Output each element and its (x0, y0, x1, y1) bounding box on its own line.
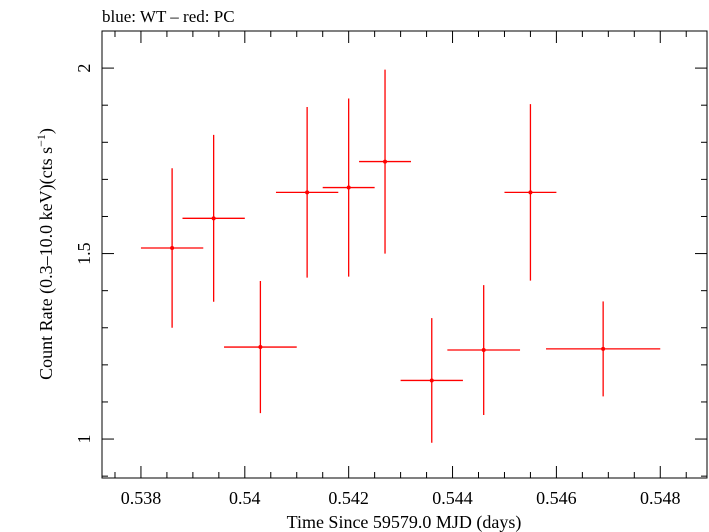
y-axis-label: Count Rate (0.3–10.0 keV)(cts s−1) (34, 128, 57, 380)
data-point (504, 104, 557, 281)
y-tick-label: 1 (74, 435, 94, 444)
data-marker (211, 216, 216, 221)
data-marker (429, 378, 434, 383)
chart-title: blue: WT – red: PC (102, 7, 235, 26)
data-point (224, 281, 297, 414)
data-marker (258, 345, 263, 350)
x-tick-label: 0.544 (432, 488, 473, 508)
data-marker (481, 348, 486, 353)
data-marker (528, 190, 533, 195)
x-tick-label: 0.548 (640, 488, 681, 508)
x-tick-label: 0.546 (536, 488, 577, 508)
series-layer (140, 69, 661, 443)
data-marker (601, 346, 606, 351)
data-point (322, 98, 375, 277)
x-tick-label: 0.54 (229, 488, 261, 508)
y-tick-label: 1.5 (74, 242, 94, 265)
y-axis-label-sup: −1 (34, 134, 48, 147)
x-tick-label: 0.542 (328, 488, 369, 508)
y-axis: 11.52 (74, 30, 707, 477)
data-point (182, 134, 245, 302)
data-marker (346, 185, 351, 190)
x-axis-label: Time Since 59579.0 MJD (days) (287, 512, 522, 532)
y-axis-label-close: ) (36, 128, 57, 134)
data-point (546, 301, 661, 397)
data-point (447, 285, 521, 415)
data-point (140, 168, 204, 328)
plot-frame (101, 30, 708, 479)
x-axis: 0.538 0.54 0.542 0.544 0.546 0.548 (114, 31, 687, 508)
data-point (275, 107, 339, 278)
y-axis-label-main: Count Rate (0.3–10.0 keV)(cts s (36, 147, 57, 380)
data-marker (383, 159, 388, 164)
data-marker (170, 246, 175, 251)
data-point (359, 69, 411, 254)
x-tick-label: 0.538 (121, 488, 162, 508)
data-point (400, 318, 463, 443)
y-tick-label: 2 (74, 64, 94, 73)
data-marker (305, 190, 310, 195)
